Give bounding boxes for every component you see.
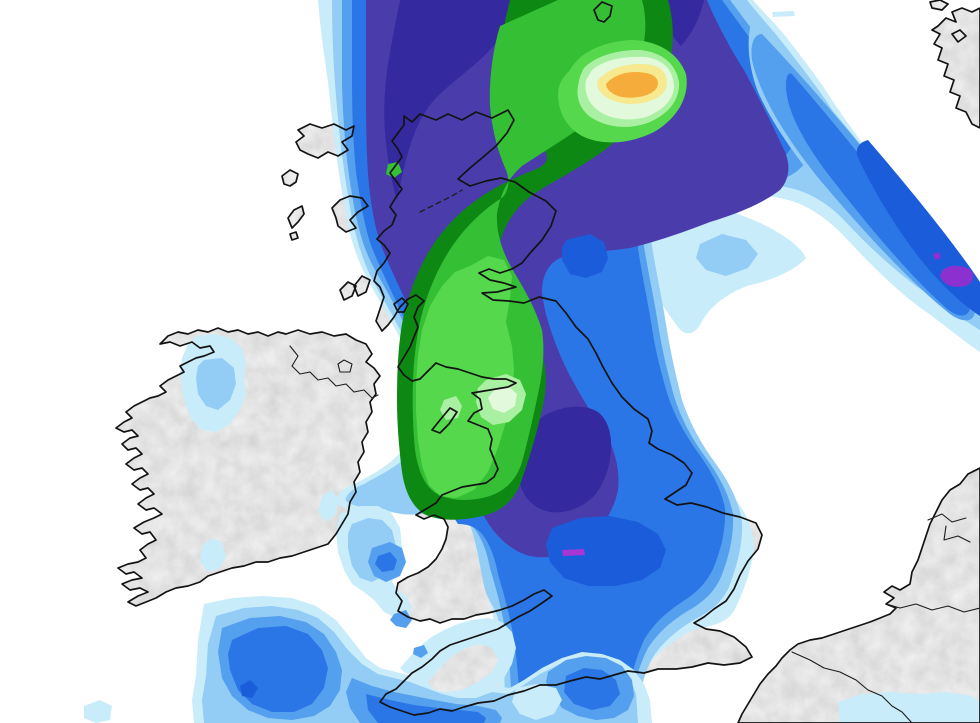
- precip-celtic-level5-dot: [240, 680, 258, 698]
- land-skye-coastline: [331, 195, 369, 233]
- land-jura-coastline: [353, 275, 371, 297]
- land-lewis-harris-coastline: [295, 123, 355, 159]
- land-overlay-layer: [428, 644, 498, 692]
- precip-cardigan-core-level4: [375, 552, 397, 572]
- border-belgium-netherlands: [885, 603, 980, 613]
- land-orkney-coastline: [593, 1, 613, 23]
- land-continental-europe-coastline: [737, 467, 980, 723]
- land-ireland: [116, 328, 380, 606]
- precip-devon-dot-a: [390, 610, 412, 628]
- land-isle-of-man-coastline: [431, 407, 458, 434]
- land-norway: [930, 0, 980, 128]
- precip-violet-spot: [933, 252, 974, 287]
- land-uist-south-coastline: [287, 205, 305, 229]
- border-netherlands-inner: [927, 513, 971, 543]
- precip-ireland-lake-b: [318, 490, 338, 522]
- precip-indigo-dark-west: [384, 0, 516, 200]
- precip-france-pale: [838, 692, 980, 723]
- precip-devon-dot-b: [413, 645, 428, 658]
- precip-ireland-lake-a: [200, 538, 226, 572]
- border-france-belgium: [791, 651, 913, 723]
- land-uist-north-coastline: [281, 169, 299, 187]
- precip-indigo-dark-top: [660, 0, 704, 46]
- precip-corner-pale: [84, 700, 112, 723]
- coast-great-glen: [419, 189, 463, 213]
- precip-orange: [606, 72, 658, 98]
- lake-lough-neagh: [337, 359, 353, 373]
- land-continental-europe: [738, 468, 980, 723]
- land-great-britain-coastline: [373, 109, 763, 716]
- land-arran-coastline: [393, 297, 409, 313]
- land-barra-coastline: [289, 231, 299, 241]
- precip-indigo-dark-england: [518, 406, 612, 513]
- land-uist-south: [288, 206, 304, 228]
- land-ireland-coastline: [115, 327, 381, 607]
- precip-nwireland-level2: [196, 358, 236, 410]
- precip-green-mint-band: [488, 386, 517, 413]
- precip-green-band-core: [416, 256, 514, 498]
- precip-tongue-level5: [546, 516, 666, 586]
- land-islay-coastline: [339, 281, 357, 301]
- precip-magenta-dash: [562, 549, 585, 556]
- land-norway-coastline: [929, 0, 980, 129]
- coastline-layer: [115, 0, 980, 723]
- precip-top-dash: [772, 11, 795, 17]
- precipitation-layer: [84, 0, 980, 723]
- border-northern-ireland: [289, 345, 379, 399]
- precip-escotland-core: [562, 234, 608, 278]
- precip-northsea-core: [696, 234, 758, 276]
- precip-channel-pale: [512, 684, 562, 720]
- land-cornwall-interior: [428, 644, 498, 692]
- precip-bottomband-level4: [366, 694, 486, 723]
